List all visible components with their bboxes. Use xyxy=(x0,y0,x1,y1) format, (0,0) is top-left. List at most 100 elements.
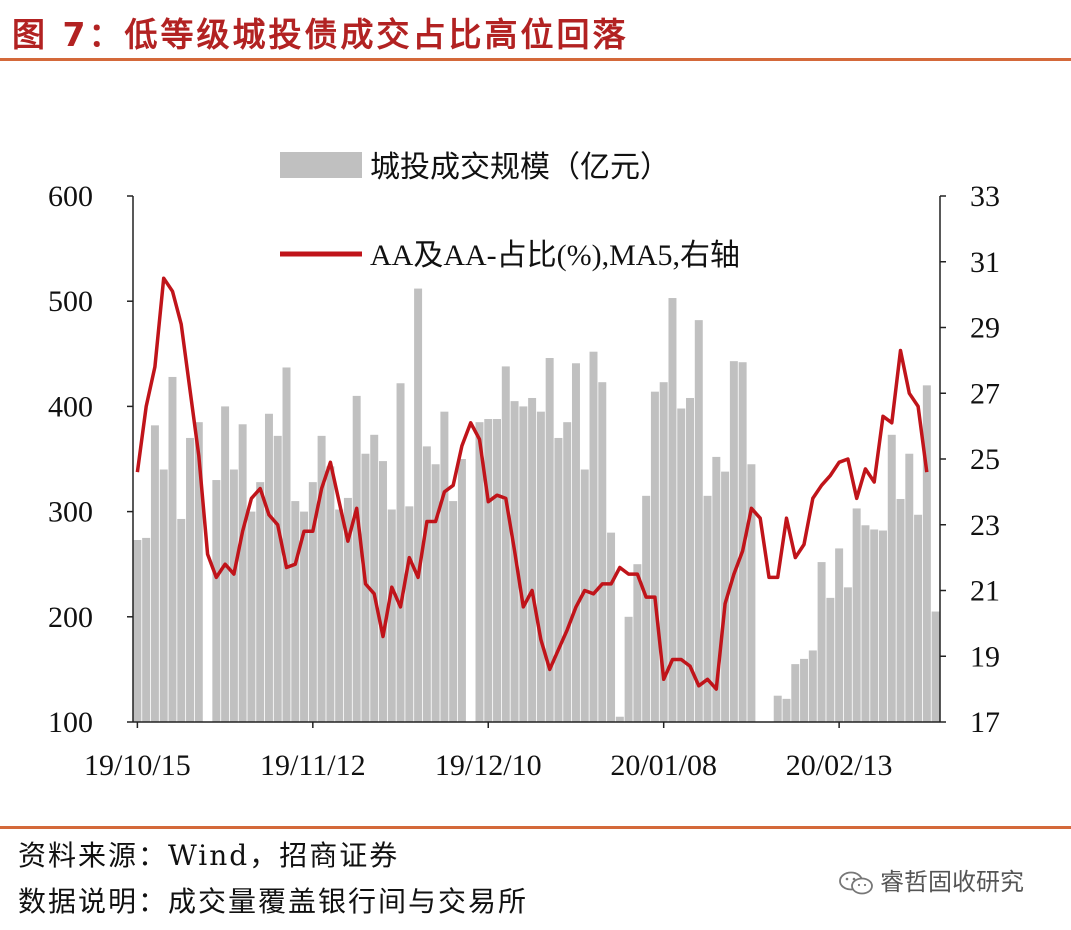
right-tick-label: 21 xyxy=(970,575,1000,608)
line-path xyxy=(135,276,929,691)
bar xyxy=(387,509,396,722)
bar xyxy=(668,298,677,722)
bar xyxy=(396,383,405,722)
bar xyxy=(282,367,291,722)
bar xyxy=(861,525,870,722)
right-tick-label: 25 xyxy=(970,443,1000,476)
footer-divider xyxy=(0,826,1071,829)
bar xyxy=(370,434,379,722)
bar xyxy=(150,425,159,722)
left-tick-label: 500 xyxy=(48,285,93,318)
bar xyxy=(563,422,572,722)
bar xyxy=(361,453,370,722)
bar xyxy=(238,424,247,722)
source-text: 资料来源：Wind，招商证券 xyxy=(18,839,400,872)
wechat-icon xyxy=(839,871,873,895)
bar xyxy=(422,446,431,722)
bar xyxy=(615,716,624,722)
bar xyxy=(843,587,852,722)
right-tick-label: 17 xyxy=(970,706,1000,739)
bar xyxy=(528,397,537,722)
bar xyxy=(887,434,896,722)
bar xyxy=(300,511,309,722)
legend-swatch-bar xyxy=(280,152,362,178)
bar xyxy=(782,698,791,722)
x-tick-label: 19/12/10 xyxy=(435,749,542,782)
bar xyxy=(352,395,361,722)
x-tick-label: 19/11/12 xyxy=(260,749,366,782)
line-series xyxy=(135,276,929,691)
bar xyxy=(536,411,545,722)
bar xyxy=(247,511,256,722)
bar xyxy=(449,501,458,722)
bar xyxy=(642,495,651,722)
bar xyxy=(773,695,782,722)
chart: 100 200 300 400 500 600 17 19 21 23 25 27 29 31 33 19/1… xyxy=(48,151,1000,782)
bar xyxy=(852,508,861,722)
bar xyxy=(142,537,151,722)
left-tick-label: 200 xyxy=(48,601,93,634)
bar xyxy=(177,518,186,722)
x-tick-label: 20/02/13 xyxy=(786,749,893,782)
bar xyxy=(633,564,642,722)
bar xyxy=(194,422,203,722)
bar xyxy=(914,514,923,722)
bar xyxy=(264,413,273,722)
bar xyxy=(256,482,265,722)
bar xyxy=(475,422,484,722)
bar xyxy=(308,482,317,722)
bar xyxy=(677,408,686,722)
bar xyxy=(229,469,238,722)
axes: 100 200 300 400 500 600 17 19 21 23 25 27 29 31 33 19/1… xyxy=(48,180,1000,782)
right-tick-label: 29 xyxy=(970,312,1000,345)
bar xyxy=(493,419,502,722)
bar xyxy=(712,456,721,722)
bar xyxy=(800,658,809,722)
bar xyxy=(273,435,282,722)
bar xyxy=(808,650,817,722)
left-tick-label: 100 xyxy=(48,706,93,739)
bar xyxy=(589,351,598,722)
bar xyxy=(168,376,177,722)
bar xyxy=(431,464,440,722)
bar xyxy=(729,361,738,722)
bar xyxy=(905,453,914,722)
bar xyxy=(817,562,826,722)
bar xyxy=(922,385,931,722)
bar xyxy=(870,529,879,722)
bar xyxy=(598,382,607,722)
bar xyxy=(791,664,800,722)
bar xyxy=(414,288,423,722)
watermark: 睿哲固收研究 xyxy=(838,862,1024,897)
bar xyxy=(379,461,387,722)
bar xyxy=(501,366,510,722)
right-tick-label: 23 xyxy=(970,509,1000,542)
legend: 城投成交规模（亿元） AA及AA-占比(%),MA5,右轴 xyxy=(280,151,740,272)
bar xyxy=(484,419,493,722)
bar xyxy=(580,469,589,722)
bar xyxy=(186,437,194,722)
left-tick-label: 300 xyxy=(48,496,93,529)
bar xyxy=(326,466,335,722)
bar xyxy=(457,459,466,722)
bar xyxy=(747,464,756,722)
bar xyxy=(159,469,168,722)
right-tick-label: 19 xyxy=(970,640,1000,673)
bar xyxy=(659,382,668,722)
bar xyxy=(896,498,905,722)
right-tick-label: 33 xyxy=(970,180,1000,213)
x-tick-label: 20/01/08 xyxy=(610,749,717,782)
bar xyxy=(440,411,449,722)
watermark-text: 睿哲固收研究 xyxy=(880,868,1024,896)
bar xyxy=(721,471,730,722)
bar xyxy=(738,362,747,722)
left-tick-label: 400 xyxy=(48,390,93,423)
bar xyxy=(686,397,694,722)
legend-label-line: AA及AA-占比(%),MA5,右轴 xyxy=(370,239,740,272)
bar xyxy=(607,532,616,722)
bar xyxy=(835,548,844,722)
bar xyxy=(343,497,352,722)
bar xyxy=(624,616,633,722)
bar xyxy=(545,358,554,722)
x-tick-label: 19/10/15 xyxy=(84,749,191,782)
